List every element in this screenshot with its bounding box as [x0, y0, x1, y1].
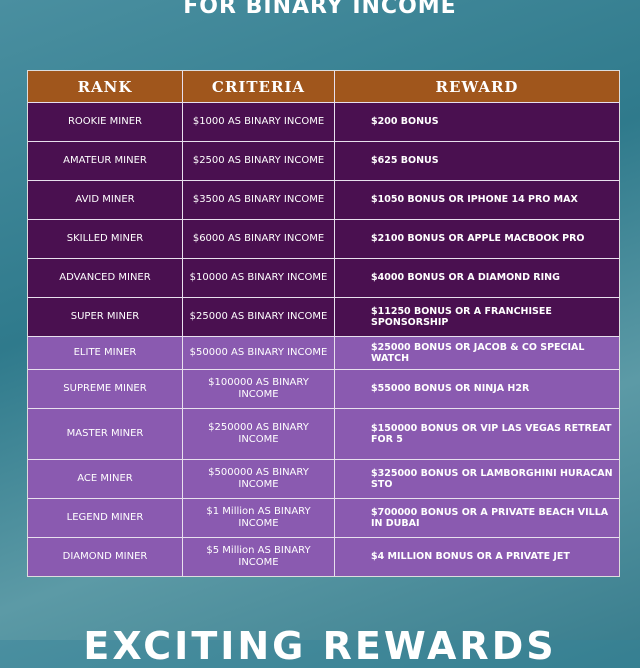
criteria-cell: $1 Million AS BINARY INCOME	[182, 499, 334, 537]
criteria-cell: $2500 AS BINARY INCOME	[182, 142, 334, 180]
rank-cell: LEGEND MINER	[66, 512, 144, 523]
rank-cell: ELITE MINER	[73, 347, 137, 358]
table-row: ADVANCED MINER $10000 AS BINARY INCOME $40…	[28, 258, 619, 297]
reward-cell: $2100 BONUS OR APPLE MACBOOK PRO	[334, 220, 619, 258]
criteria-cell: $1000 AS BINARY INCOME	[182, 103, 334, 141]
header-row: RANK CRITERIA REWARD	[28, 71, 619, 102]
criteria-cell: $50000 AS BINARY INCOME	[182, 337, 334, 369]
criteria-cell: $3500 AS BINARY INCOME	[182, 181, 334, 219]
rank-cell: ROOKIE MINER	[67, 116, 143, 127]
reward-cell: $150000 BONUS OR VIP LAS VEGAS RETREAT F…	[334, 409, 619, 459]
reward-cell: $11250 BONUS OR A FRANCHISEE SPONSORSHIP	[334, 298, 619, 336]
table-row: ROOKIE MINER $1000 AS BINARY INCOME $200 B…	[28, 102, 619, 141]
rank-cell: SUPREME MINER	[63, 383, 147, 394]
criteria-cell: $10000 AS BINARY INCOME	[182, 259, 334, 297]
rank-cell: ADVANCED MINER	[59, 272, 151, 283]
reward-cell: $55000 BONUS OR NINJA H2R	[334, 370, 619, 408]
criteria-cell: $6000 AS BINARY INCOME	[182, 220, 334, 258]
table-row: SKILLED MINER $6000 AS BINARY INCOME $2100…	[28, 219, 619, 258]
table-row: MASTER MINER $250000 AS BINARY INCOME $150…	[28, 408, 619, 459]
rank-cell: ACE MINER	[77, 473, 133, 484]
table-row: DIAMOND MINER $5 Million AS BINARY INCOME…	[28, 537, 619, 576]
criteria-cell: $500000 AS BINARY INCOME	[182, 460, 334, 498]
reward-cell: $4000 BONUS OR A DIAMOND RING	[334, 259, 619, 297]
rank-cell: DIAMOND MINER	[62, 551, 148, 562]
table-row: AVID MINER $3500 AS BINARY INCOME $1050 BO…	[28, 180, 619, 219]
table-row: AMATEUR MINER $2500 AS BINARY INCOME $625 …	[28, 141, 619, 180]
footer-title: EXCITING REWARDS	[83, 624, 557, 668]
rank-cell: SKILLED MINER	[66, 233, 144, 244]
reward-cell: $325000 BONUS OR LAMBORGHINI HURACAN STO	[334, 460, 619, 498]
column-header: CRITERIA	[182, 71, 334, 102]
reward-cell: $700000 BONUS OR A PRIVATE BEACH VILLA I…	[334, 499, 619, 537]
reward-cell: $1050 BONUS OR IPHONE 14 PRO MAX	[334, 181, 619, 219]
table-row: ACE MINER $500000 AS BINARY INCOME $325000…	[28, 459, 619, 498]
reward-cell: $25000 BONUS OR JACOB & CO SPECIAL WATCH	[334, 337, 619, 369]
reward-cell: $200 BONUS	[334, 103, 619, 141]
criteria-cell: $250000 AS BINARY INCOME	[182, 409, 334, 459]
reward-cell: $4 MILLION BONUS OR A PRIVATE JET	[334, 538, 619, 576]
reward-cell: $625 BONUS	[334, 142, 619, 180]
criteria-cell: $5 Million AS BINARY INCOME	[182, 538, 334, 576]
table-row: ELITE MINER $50000 AS BINARY INCOME $25000…	[28, 336, 619, 369]
page-title: FOR BINARY INCOME	[183, 0, 457, 19]
column-header: RANK	[77, 77, 133, 96]
rewards-table: RANK CRITERIA REWARD ROOKIE MINER $1000 AS B…	[27, 70, 620, 577]
rank-cell: MASTER MINER	[66, 428, 144, 439]
criteria-cell: $25000 AS BINARY INCOME	[182, 298, 334, 336]
column-header: REWARD	[334, 71, 619, 102]
criteria-cell: $100000 AS BINARY INCOME	[182, 370, 334, 408]
page: FOR BINARY INCOME RANK CRITERIA REWARD ROOK…	[0, 0, 640, 640]
rank-cell: AVID MINER	[75, 194, 135, 205]
rank-cell: AMATEUR MINER	[63, 155, 147, 166]
table-row: LEGEND MINER $1 Million AS BINARY INCOME $…	[28, 498, 619, 537]
rank-cell: SUPER MINER	[70, 311, 140, 322]
table-row: SUPER MINER $25000 AS BINARY INCOME $11250…	[28, 297, 619, 336]
table-row: SUPREME MINER $100000 AS BINARY INCOME $55…	[28, 369, 619, 408]
